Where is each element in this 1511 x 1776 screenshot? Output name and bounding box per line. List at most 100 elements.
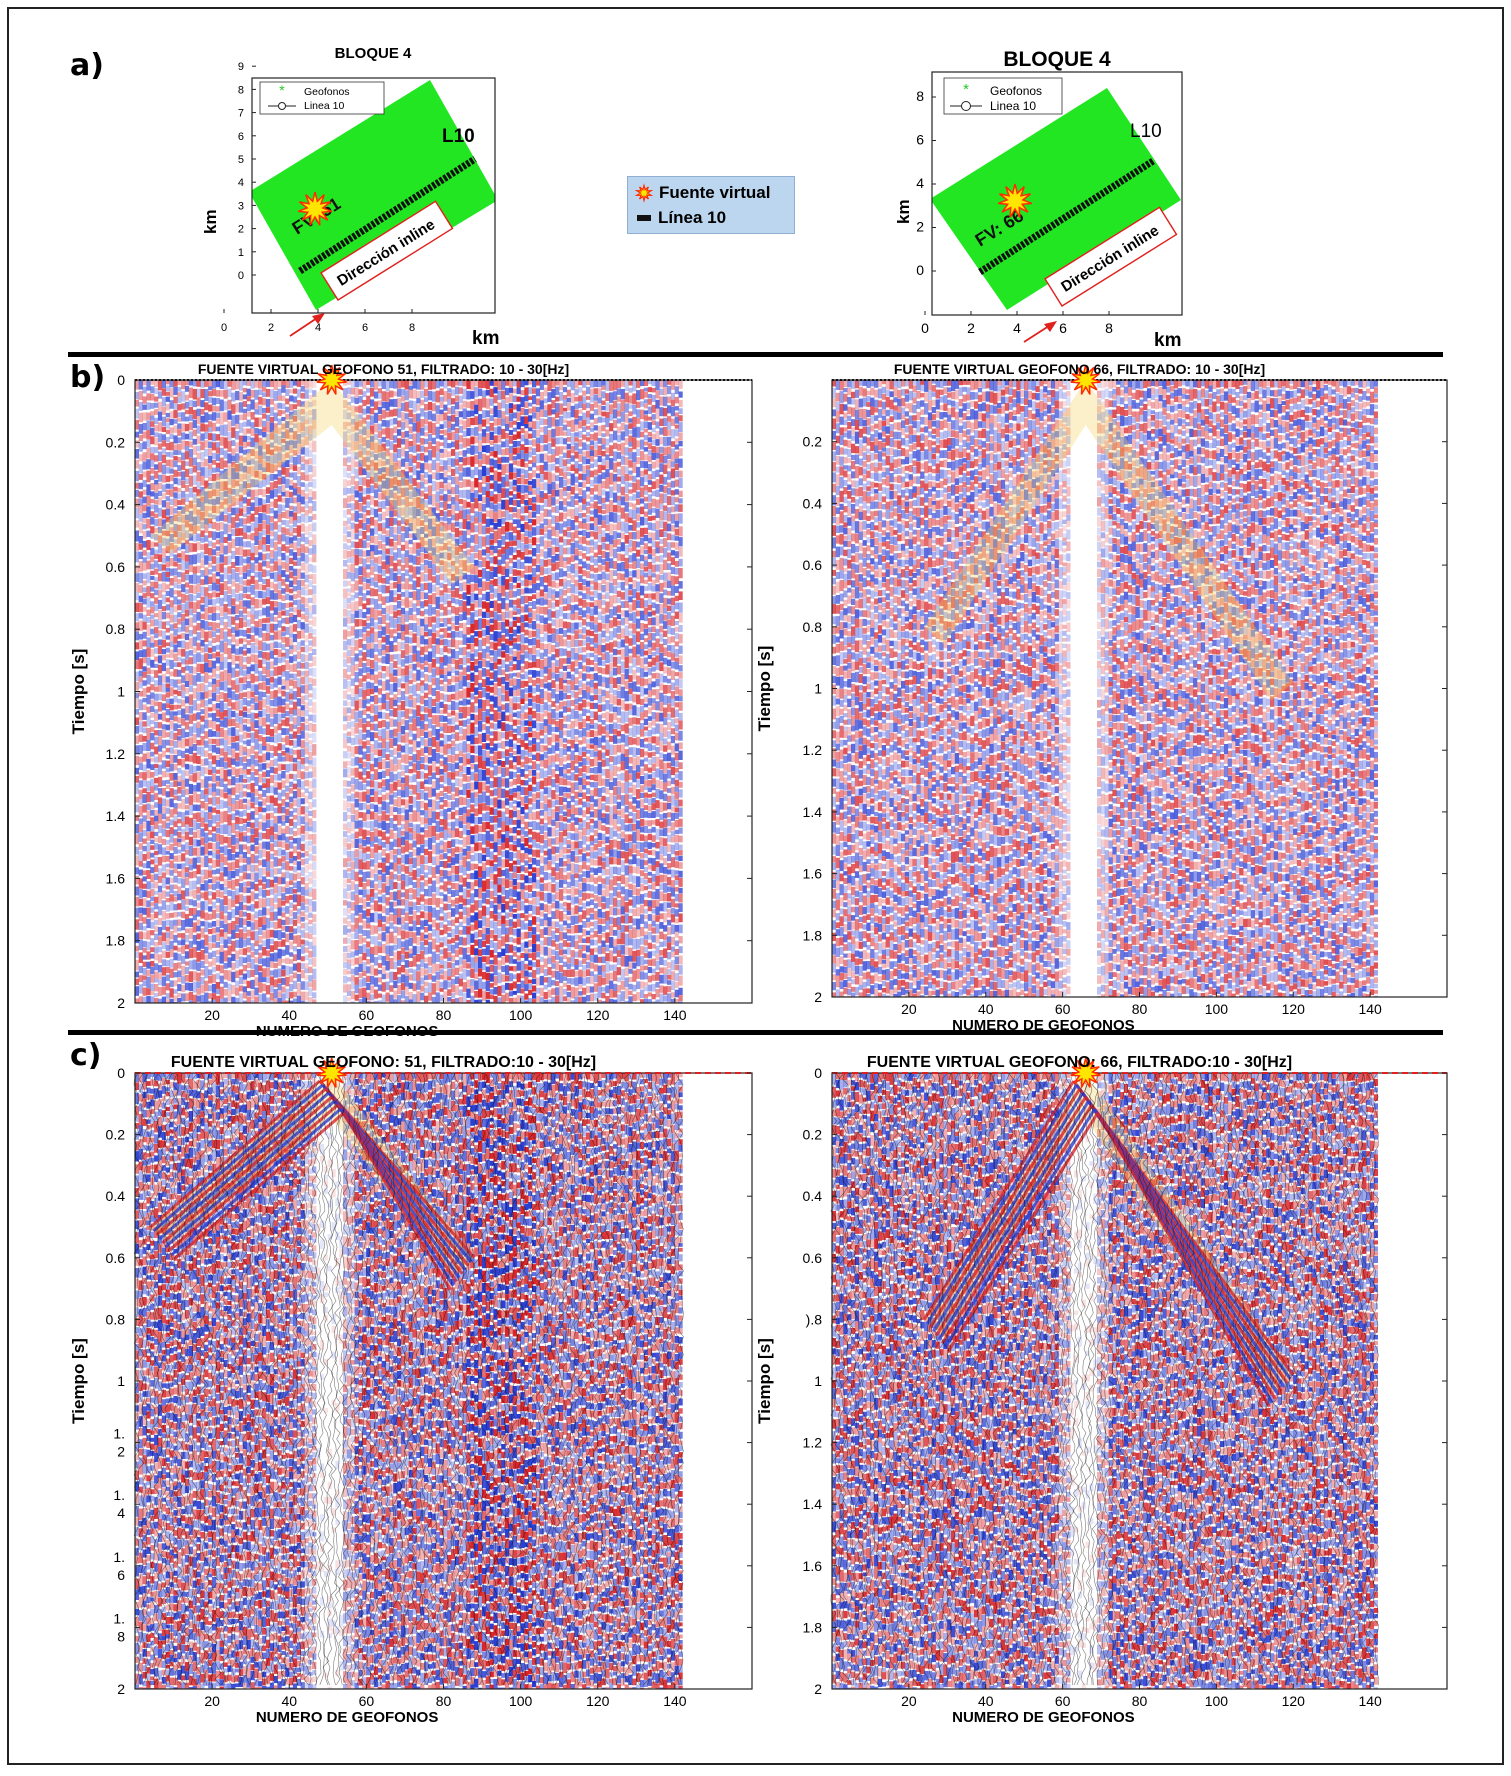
trace-sample — [289, 633, 293, 638]
map-ylabel: km — [894, 199, 913, 224]
trace-sample — [197, 712, 201, 720]
trace-sample — [231, 900, 235, 907]
trace-sample — [281, 893, 285, 900]
trace-sample — [243, 965, 247, 971]
trace-sample — [424, 566, 428, 573]
trace-sample — [200, 620, 204, 629]
trace-sample — [362, 971, 366, 977]
trace-sample — [162, 951, 166, 958]
trace-sample — [289, 572, 293, 579]
trace-sample — [216, 913, 220, 918]
trace-sample — [139, 780, 143, 788]
trace-sample — [258, 380, 262, 389]
trace-sample — [216, 890, 220, 897]
trace-sample — [420, 611, 424, 617]
trace-sample — [208, 414, 212, 420]
trace-sample — [251, 854, 255, 864]
trace-sample — [150, 643, 154, 648]
trace-sample — [270, 708, 274, 717]
trace-sample — [424, 667, 428, 672]
trace-sample — [301, 992, 305, 1001]
trace-sample — [197, 722, 201, 728]
trace-sample — [424, 487, 428, 492]
trace-sample — [347, 984, 351, 990]
trace-sample — [343, 995, 347, 1003]
trace-sample — [343, 679, 347, 689]
trace-sample — [177, 493, 181, 499]
trace-sample — [266, 908, 270, 915]
trace-sample — [312, 937, 316, 946]
trace-sample — [243, 927, 247, 932]
trace-sample — [308, 906, 312, 912]
trace-sample — [312, 758, 316, 767]
trace-sample — [424, 787, 428, 791]
trace-sample — [146, 832, 150, 841]
trace-sample — [420, 592, 424, 600]
trace-sample — [347, 789, 351, 794]
trace-sample — [285, 934, 289, 943]
trace-sample — [177, 717, 181, 723]
trace-sample — [382, 644, 386, 650]
trace-sample — [285, 843, 289, 850]
trace-sample — [251, 400, 255, 410]
trace-sample — [351, 969, 355, 975]
trace-sample — [239, 799, 243, 809]
trace-sample — [254, 893, 258, 899]
trace-sample — [409, 555, 413, 563]
trace-sample — [197, 632, 201, 640]
trace-sample — [281, 815, 285, 821]
trace-sample — [197, 584, 201, 592]
trace-sample — [197, 652, 201, 662]
trace-sample — [366, 479, 370, 487]
trace-sample — [393, 418, 397, 424]
trace-sample — [181, 845, 185, 852]
trace-sample — [420, 977, 424, 984]
trace-sample — [231, 871, 235, 878]
trace-sample — [278, 764, 282, 772]
trace-sample — [158, 655, 162, 663]
trace-sample — [362, 724, 366, 733]
trace-sample — [193, 982, 197, 993]
trace-sample — [266, 957, 270, 967]
trace-sample — [278, 998, 282, 1003]
trace-sample — [166, 386, 170, 392]
trace-sample — [220, 835, 224, 845]
trace-sample — [139, 806, 143, 817]
trace-sample — [212, 935, 216, 943]
trace-sample — [359, 946, 363, 954]
trace-sample — [197, 920, 201, 925]
trace-sample — [420, 933, 424, 941]
trace-sample — [262, 958, 266, 966]
trace-sample — [289, 887, 293, 894]
trace-sample — [382, 703, 386, 709]
trace-sample — [308, 598, 312, 603]
trace-sample — [366, 789, 370, 794]
trace-sample — [347, 592, 351, 596]
trace-sample — [305, 624, 309, 633]
trace-sample — [301, 835, 305, 842]
trace-sample — [227, 779, 231, 785]
trace-sample — [162, 622, 166, 630]
trace-sample — [239, 647, 243, 655]
trace-sample — [158, 573, 162, 581]
trace-sample — [212, 902, 216, 909]
trace-sample — [150, 517, 154, 525]
trace-sample — [197, 830, 201, 839]
trace-sample — [143, 672, 147, 678]
trace-sample — [220, 825, 224, 834]
trace-sample — [239, 969, 243, 975]
trace-sample — [366, 771, 370, 779]
trace-sample — [216, 695, 220, 702]
trace-sample — [154, 709, 158, 713]
trace-sample — [189, 400, 193, 406]
trace-sample — [270, 786, 274, 794]
trace-sample — [285, 728, 289, 735]
trace-sample — [189, 765, 193, 775]
trace-sample — [266, 997, 270, 1003]
trace-sample — [420, 672, 424, 678]
trace-sample — [181, 691, 185, 698]
trace-sample — [409, 547, 413, 554]
trace-sample — [386, 507, 390, 516]
trace-sample — [162, 485, 166, 493]
trace-sample — [258, 965, 262, 971]
